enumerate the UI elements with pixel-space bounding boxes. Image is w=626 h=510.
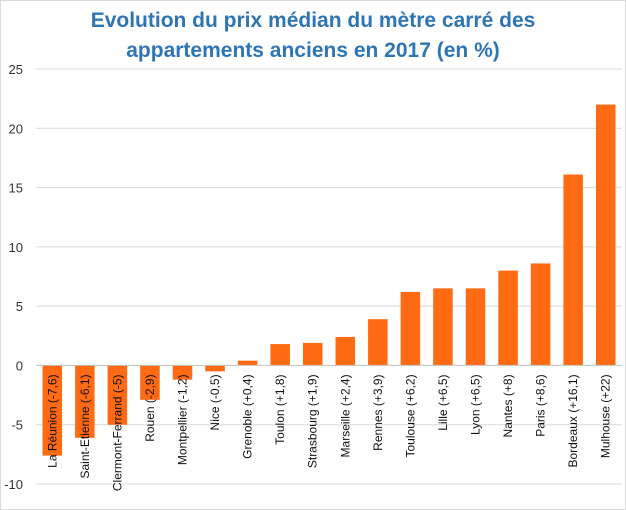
category-label: Grenoble (+0,4) — [241, 374, 255, 458]
bar — [530, 263, 551, 366]
category-label: Clermont-Ferrand (-5) — [110, 374, 124, 491]
bar — [172, 365, 193, 380]
category-label: Strasbourg (+1,9) — [306, 374, 320, 468]
category-label: La Réunion (-7,6) — [45, 374, 59, 467]
bar — [400, 291, 421, 366]
y-axis: -10 -5 0 5 10 15 20 25 — [4, 62, 23, 492]
bar — [75, 365, 95, 438]
y-tick-label: 5 — [16, 299, 23, 314]
y-tick-label: -5 — [11, 418, 23, 433]
category-labels: La Réunion (-7,6) Saint-Etienne (-6,1) Cle… — [45, 374, 612, 491]
chart-title-line-1: Evolution du prix médian du mètre carré … — [90, 9, 536, 32]
y-tick-label: 10 — [9, 240, 23, 255]
bars — [42, 104, 616, 456]
y-tick-label: 15 — [9, 181, 23, 196]
category-label: Paris (+8,6) — [534, 374, 548, 436]
category-label: Toulouse (+6,2) — [403, 374, 417, 457]
bar — [563, 174, 583, 366]
bar — [140, 365, 160, 400]
bar — [302, 342, 323, 366]
category-label: Saint-Etienne (-6,1) — [78, 374, 92, 478]
bar — [205, 365, 225, 372]
bar — [465, 288, 486, 366]
category-label: Bordeaux (+16,1) — [566, 374, 580, 467]
chart-title-line-2: appartements anciens en 2017 (en %) — [126, 39, 500, 62]
category-label: Nantes (+8) — [501, 374, 515, 437]
category-label: Nice (-0,5) — [208, 374, 222, 430]
y-tick-label: 20 — [9, 121, 23, 136]
category-label: Rennes (+3,9) — [371, 374, 385, 450]
bar — [433, 288, 453, 366]
bar — [498, 270, 518, 366]
category-label: Lyon (+6,5) — [469, 374, 483, 435]
y-tick-label: -10 — [4, 477, 23, 492]
bar — [107, 365, 128, 425]
category-label: Mulhouse (+22) — [599, 374, 613, 458]
category-label: Lille (+6,5) — [436, 374, 450, 430]
bar — [335, 336, 356, 366]
category-label: Toulon (+1,8) — [273, 374, 287, 444]
bar — [42, 365, 63, 456]
category-label: Montpellier (-1,2) — [176, 374, 190, 465]
y-tick-label: 25 — [9, 62, 23, 77]
chart-title: Evolution du prix médian du mètre carré … — [0, 6, 626, 66]
bar — [270, 344, 290, 366]
y-tick-label: 0 — [16, 358, 23, 373]
bar — [237, 360, 258, 366]
gridlines — [36, 68, 622, 485]
bar — [368, 319, 388, 366]
category-label: Rouen (-2,9) — [143, 374, 157, 441]
category-label: Marseille (+2,4) — [338, 374, 352, 457]
bar — [595, 104, 616, 366]
